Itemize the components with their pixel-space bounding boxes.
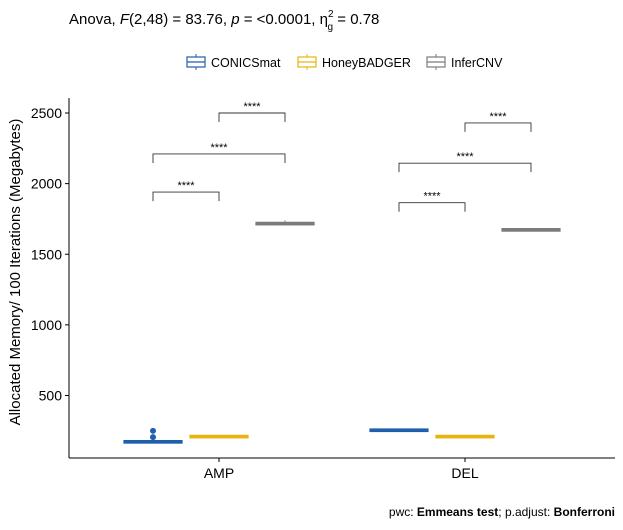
chart-subtitle: Anova, F(2,48) = 83.76, p = <0.0001, η2 g… [69, 9, 379, 33]
x-tick-label: AMP [204, 465, 234, 481]
bracket-line [398, 202, 466, 212]
y-tick-label: 2000 [31, 176, 62, 192]
bracket-line [152, 191, 220, 202]
legend-label: HoneyBADGER [322, 56, 411, 70]
legend-item-honeybadger: HoneyBADGER [297, 54, 411, 70]
significance-bracket: **** [218, 101, 286, 122]
legend-label: InferCNV [451, 56, 503, 70]
y-tick-label: 500 [39, 388, 63, 404]
box-honeybadger-del [435, 434, 495, 439]
legend-label: CONICSmat [211, 56, 281, 70]
significance-label: **** [210, 142, 228, 154]
significance-label: **** [423, 191, 441, 203]
significance-bracket: **** [398, 191, 466, 212]
box-conicsmat-del [369, 428, 429, 433]
significance-label: **** [489, 111, 507, 123]
outlier-point [150, 434, 156, 441]
bracket-line [152, 153, 286, 163]
box-infercnv-amp [255, 220, 315, 226]
legend: CONICSmat HoneyBADGER InferCNV [186, 54, 503, 70]
significance-label: **** [177, 180, 195, 192]
significance-label: **** [243, 101, 261, 113]
y-axis-title: Allocated Memory/ 100 Iterations (Megaby… [7, 119, 24, 426]
plot-area: 500 1000 1500 2000 2500 AMP DEL **** **** **** ***… [31, 98, 615, 481]
significance-bracket: **** [152, 142, 286, 163]
legend-item-conicsmat: CONICSmat [186, 54, 281, 70]
box-infercnv-del [501, 228, 561, 232]
y-tick-label: 1000 [31, 317, 62, 333]
bracket-line [398, 162, 532, 173]
significance-bracket: **** [152, 180, 220, 202]
y-tick-label: 2500 [31, 105, 62, 121]
bracket-line [218, 112, 286, 122]
significance-bracket: **** [464, 111, 532, 132]
bracket-line [464, 122, 532, 132]
x-tick-label: DEL [451, 465, 478, 481]
box-honeybadger-amp [189, 434, 249, 439]
box-conicsmat-amp [123, 427, 183, 444]
significance-label: **** [456, 151, 474, 163]
legend-item-infercnv: InferCNV [426, 54, 503, 70]
significance-bracket: **** [398, 151, 532, 173]
chart-caption: pwc: Emmeans test; p.adjust: Bonferroni [389, 505, 615, 519]
outlier-point [150, 427, 156, 434]
y-tick-label: 1500 [31, 246, 62, 262]
